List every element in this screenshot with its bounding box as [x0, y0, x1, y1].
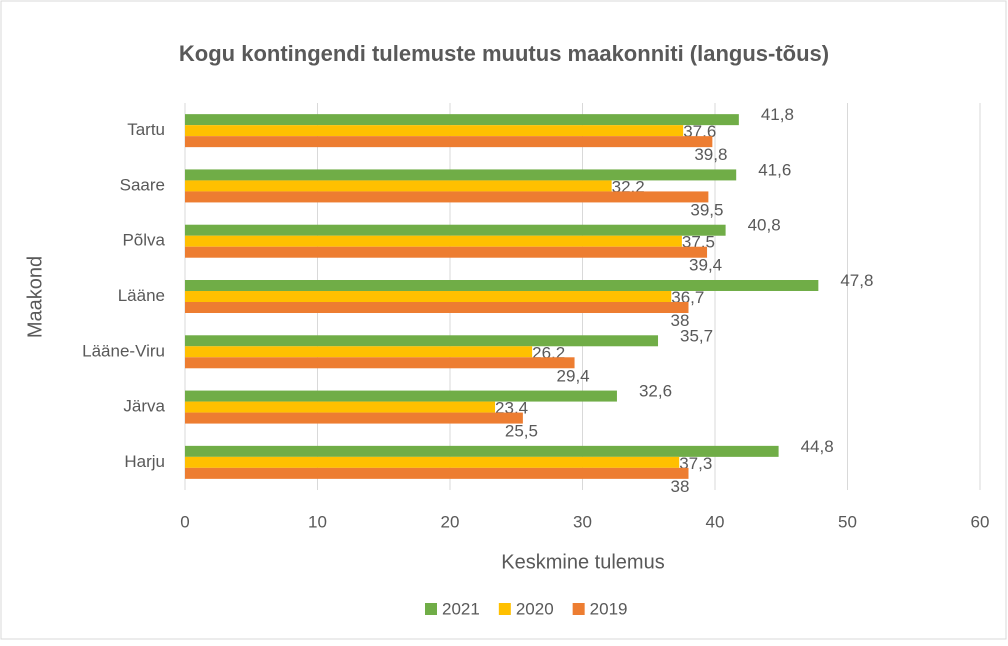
- bar: [185, 224, 726, 236]
- data-label: 39,4: [689, 256, 722, 275]
- data-label: 29,4: [557, 366, 590, 385]
- data-label: 41,6: [758, 160, 791, 179]
- bar: [185, 467, 689, 479]
- data-label: 39,8: [694, 145, 727, 164]
- bar: [185, 302, 689, 313]
- legend-swatch: [572, 603, 585, 615]
- y-tick-label: Lääne-Viru: [82, 341, 165, 360]
- y-tick-label: Saare: [120, 175, 165, 194]
- bar: [185, 412, 523, 424]
- y-axis-title: Maakond: [24, 256, 46, 338]
- x-tick-label: 10: [308, 512, 327, 531]
- x-tick-label: 20: [441, 512, 460, 531]
- legend-label: 2020: [516, 599, 554, 618]
- chart-title: Kogu kontingendi tulemuste muutus maakon…: [179, 41, 829, 66]
- bar: [185, 246, 708, 258]
- bar: [185, 136, 713, 148]
- bar: [185, 114, 739, 126]
- legend-swatch: [498, 603, 511, 615]
- x-tick-label: 60: [971, 512, 990, 531]
- y-tick-label: Järva: [123, 397, 165, 416]
- bar: [185, 456, 680, 468]
- x-tick-label: 40: [706, 512, 725, 531]
- bar: [185, 125, 684, 137]
- data-label: 25,5: [505, 422, 538, 441]
- y-tick-label: Harju: [124, 452, 165, 471]
- bar: [185, 357, 575, 369]
- y-tick-label: Põlva: [122, 231, 165, 250]
- legend-label: 2019: [590, 599, 628, 618]
- data-label: 47,8: [840, 271, 873, 290]
- data-label: 32,6: [639, 382, 672, 401]
- data-label: 41,8: [761, 105, 794, 124]
- x-axis-title: Keskmine tulemus: [501, 551, 664, 573]
- bar: [185, 180, 612, 192]
- legend-swatch: [425, 603, 437, 615]
- bar: [185, 346, 533, 358]
- data-label: 38: [671, 311, 690, 330]
- bar: [185, 191, 709, 203]
- bar: [185, 291, 672, 302]
- bar: [185, 401, 496, 413]
- bar: [185, 390, 617, 402]
- y-tick-label: Lääne: [118, 286, 165, 305]
- bar: [185, 169, 737, 181]
- bar: [185, 335, 659, 347]
- y-tick-label: Tartu: [127, 120, 165, 139]
- data-label: 39,5: [690, 200, 723, 219]
- bar: [185, 280, 819, 291]
- data-label: 40,8: [748, 216, 781, 235]
- bar: [185, 445, 779, 457]
- x-tick-label: 30: [573, 512, 592, 531]
- data-label: 35,7: [680, 326, 713, 345]
- data-label: 44,8: [801, 437, 834, 456]
- bar: [185, 235, 682, 247]
- x-tick-label: 0: [180, 512, 189, 531]
- data-label: 38: [671, 477, 690, 496]
- legend-label: 2021: [442, 599, 480, 618]
- x-tick-label: 50: [838, 512, 857, 531]
